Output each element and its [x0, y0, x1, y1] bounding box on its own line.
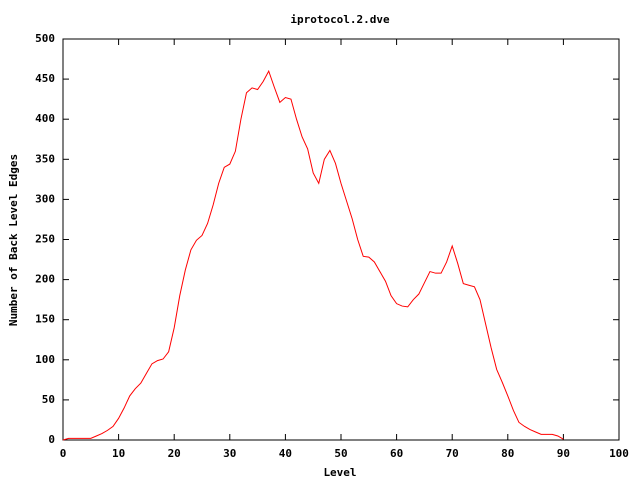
x-tick-label: 10: [112, 447, 125, 460]
y-axis-label: Number of Back Level Edges: [7, 154, 20, 326]
y-tick-label: 500: [35, 32, 55, 45]
plot-frame: [62, 38, 620, 441]
y-tick-label: 200: [35, 273, 55, 286]
y-tick-label: 100: [35, 353, 55, 366]
y-tick-label: 450: [35, 72, 55, 85]
x-tick-label: 70: [446, 447, 459, 460]
x-tick-label: 90: [557, 447, 570, 460]
y-tick-label: 250: [35, 233, 55, 246]
x-tick-label: 0: [60, 447, 67, 460]
x-tick-label: 100: [609, 447, 629, 460]
x-axis-label: Level: [323, 466, 356, 479]
data-line: [62, 69, 564, 441]
y-tick-label: 400: [35, 112, 55, 125]
x-tick-label: 30: [223, 447, 236, 460]
y-tick-label: 350: [35, 152, 55, 165]
x-tick-label: 50: [334, 447, 347, 460]
x-tick-label: 40: [279, 447, 292, 460]
x-tick-label: 80: [501, 447, 514, 460]
y-tick-label: 150: [35, 313, 55, 326]
chart-title: iprotocol.2.dve: [290, 13, 390, 26]
x-tick-label: 20: [168, 447, 181, 460]
y-tick-label: 50: [42, 393, 55, 406]
y-tick-label: 300: [35, 192, 55, 205]
x-tick-label: 60: [390, 447, 403, 460]
y-tick-label: 0: [48, 433, 55, 446]
